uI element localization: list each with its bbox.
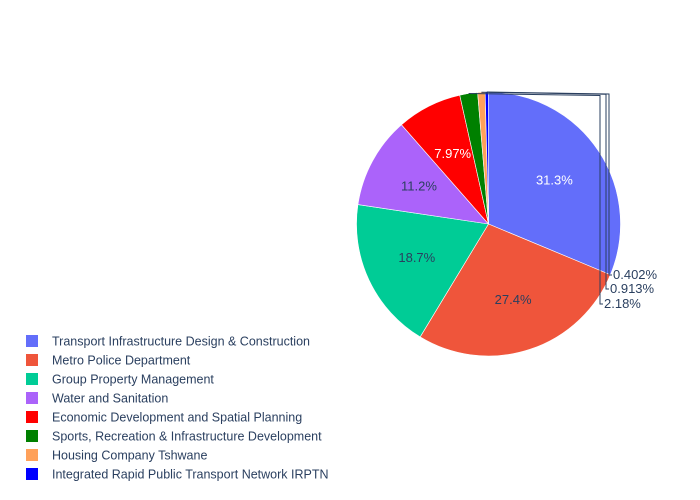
legend-swatch <box>26 373 38 385</box>
legend-item-economic-development-and-spatial-planning[interactable]: Economic Development and Spatial Plannin… <box>26 411 302 425</box>
legend-item-water-and-sanitation[interactable]: Water and Sanitation <box>26 392 168 406</box>
legend-label: Sports, Recreation & Infrastructure Deve… <box>52 430 322 444</box>
slice-label-water-and-sanitation: 11.2% <box>401 179 437 194</box>
slice-label-housing-company-tshwane: 0.913% <box>610 281 655 296</box>
legend-label: Transport Infrastructure Design & Constr… <box>52 335 310 349</box>
pie-slice-metro-police-department[interactable] <box>419 223 611 357</box>
legend-item-integrated-rapid-public-transport-network-irptn[interactable]: Integrated Rapid Public Transport Networ… <box>26 468 329 482</box>
legend-swatch <box>26 411 38 423</box>
slice-label-transport-infrastructure-design-construction: 31.3% <box>536 173 573 188</box>
legend-label: Housing Company Tshwane <box>52 449 207 463</box>
legend-swatch <box>26 335 38 347</box>
pie-slice-water-and-sanitation[interactable] <box>357 124 490 225</box>
pie-slice-group-property-management[interactable] <box>356 204 489 338</box>
legend-item-housing-company-tshwane[interactable]: Housing Company Tshwane <box>26 449 207 463</box>
legend-item-sports-recreation-infrastructure-development[interactable]: Sports, Recreation & Infrastructure Deve… <box>26 430 322 444</box>
leader-line-integrated-rapid-public-transport-network-irptn <box>486 91 612 276</box>
slice-label-group-property-management: 18.7% <box>398 250 435 265</box>
legend-item-transport-infrastructure-design-construction[interactable]: Transport Infrastructure Design & Constr… <box>26 335 310 349</box>
slice-label-integrated-rapid-public-transport-network-irptn: 0.402% <box>613 267 658 282</box>
leader-line-sports-recreation-infrastructure-development <box>468 93 603 305</box>
legend-label: Metro Police Department <box>52 354 191 368</box>
legend-label: Group Property Management <box>52 373 214 387</box>
legend-item-group-property-management[interactable]: Group Property Management <box>26 373 214 387</box>
slice-labels: 31.3% 27.4% 18.7% 11.2% 7.97% 2.18%0.913%0.40… <box>398 91 658 311</box>
legend-item-metro-police-department[interactable]: Metro Police Department <box>26 354 191 368</box>
legend-label: Integrated Rapid Public Transport Networ… <box>52 468 329 482</box>
legend: Transport Infrastructure Design & Constr… <box>26 335 329 482</box>
legend-swatch <box>26 392 38 404</box>
slice-label-sports-recreation-infrastructure-development: 2.18% <box>604 296 641 311</box>
slice-label-economic-development-and-spatial-planning: 7.97% <box>434 146 471 161</box>
pie-slice-transport-infrastructure-design-construction[interactable] <box>488 91 621 276</box>
slice-label-metro-police-department: 27.4% <box>495 292 532 307</box>
legend-swatch <box>26 430 38 442</box>
legend-label: Economic Development and Spatial Plannin… <box>52 411 302 425</box>
legend-label: Water and Sanitation <box>52 392 168 406</box>
legend-swatch <box>26 354 38 366</box>
pie-slices <box>356 91 621 357</box>
legend-swatch <box>26 468 38 480</box>
legend-swatch <box>26 449 38 461</box>
